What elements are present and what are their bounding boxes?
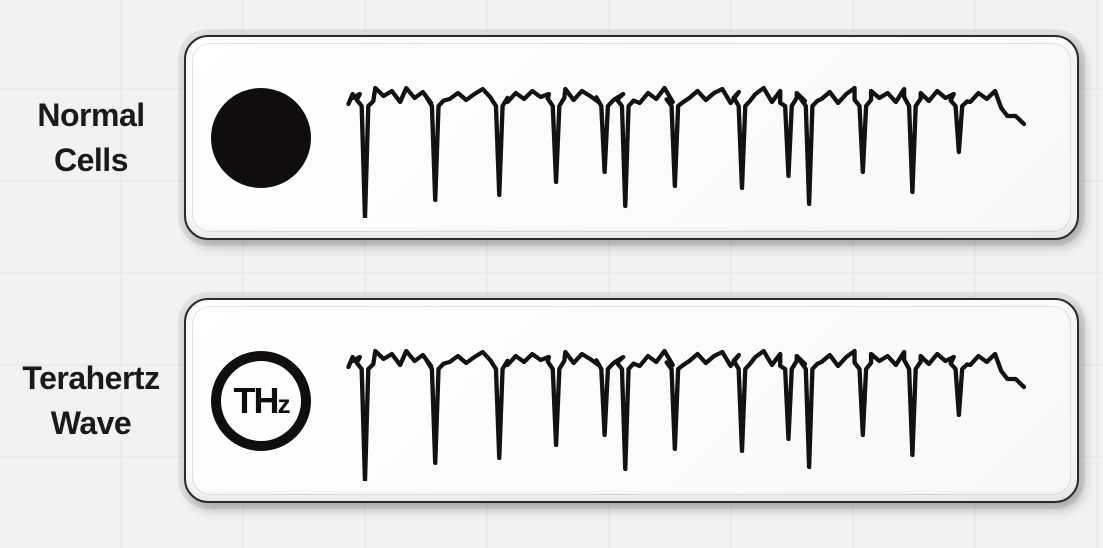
label-normal-line2: Cells bbox=[6, 138, 176, 183]
row-normal-cells: Normal Cells bbox=[6, 35, 1079, 240]
panel-thz: THz bbox=[184, 298, 1079, 503]
label-thz: Terahertz Wave bbox=[6, 356, 176, 446]
icon-normal bbox=[206, 83, 316, 193]
waveform-thz bbox=[334, 321, 1057, 481]
label-thz-line2: Wave bbox=[6, 401, 176, 446]
thz-text-main: TH bbox=[234, 380, 278, 422]
label-normal-line1: Normal bbox=[6, 93, 176, 138]
icon-thz: THz bbox=[206, 346, 316, 456]
solid-circle-icon bbox=[211, 88, 311, 188]
waveform-normal bbox=[334, 58, 1057, 218]
thz-ring-icon: THz bbox=[211, 351, 311, 451]
thz-text-sub: z bbox=[278, 389, 289, 420]
panel-normal bbox=[184, 35, 1079, 240]
label-thz-line1: Terahertz bbox=[6, 356, 176, 401]
label-normal: Normal Cells bbox=[6, 93, 176, 183]
row-terahertz: Terahertz Wave THz bbox=[6, 298, 1079, 503]
